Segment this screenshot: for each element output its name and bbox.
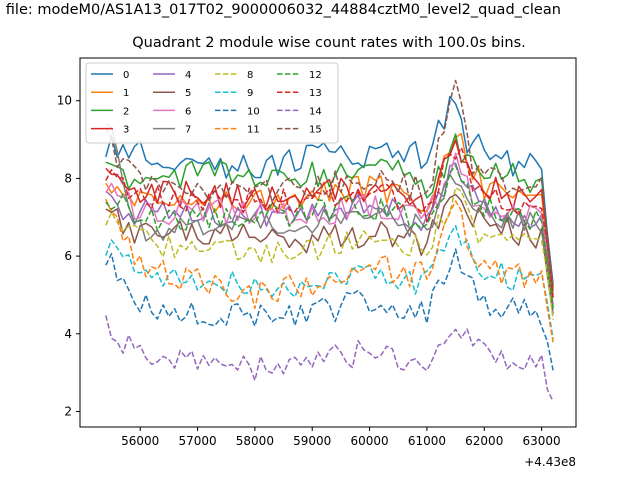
series-line-6	[105, 152, 554, 305]
y-tick-label: 4	[64, 327, 72, 341]
y-tick-label: 10	[57, 94, 72, 108]
y-tick-label: 8	[64, 171, 72, 185]
legend-label-1: 1	[123, 88, 129, 99]
legend-box	[85, 62, 339, 144]
y-tick-label: 2	[64, 404, 72, 418]
legend-label-4: 4	[185, 70, 191, 81]
legend-label-14: 14	[309, 106, 322, 117]
legend-label-6: 6	[185, 106, 191, 117]
series-layer	[105, 79, 554, 402]
chart-title: Quadrant 2 module wise count rates with …	[132, 35, 526, 51]
series-line-12	[105, 164, 554, 309]
x-tick-label: 59000	[293, 434, 331, 448]
legend-label-15: 15	[309, 125, 322, 136]
x-tick-label: 58000	[236, 434, 274, 448]
series-line-14	[105, 315, 554, 402]
legend-label-11: 11	[247, 125, 260, 136]
x-tick-label: 61000	[408, 434, 446, 448]
x-tick-label: 57000	[178, 434, 216, 448]
plot-area-frame	[79, 57, 577, 428]
x-tick-label: 60000	[350, 434, 388, 448]
series-line-11	[105, 198, 554, 343]
series-line-10	[105, 248, 554, 371]
series-line-15	[105, 79, 554, 287]
x-tick-label: 62000	[465, 434, 503, 448]
x-offset-label: +4.43e8	[524, 455, 576, 469]
legend-label-8: 8	[247, 70, 253, 81]
legend-label-2: 2	[123, 106, 129, 117]
series-line-9	[105, 224, 554, 340]
axes-layer: 56000 57000 58000 59000 60000 61000 62000 63000…	[57, 94, 561, 448]
legend-label-3: 3	[123, 125, 129, 136]
legend-label-0: 0	[123, 70, 129, 81]
legend-label-12: 12	[309, 70, 322, 81]
x-tick-label: 56000	[121, 434, 159, 448]
figure-suptitle: n file: modeM0/AS1A13_017T02_9000006032_…	[0, 2, 561, 18]
x-tick-label: 63000	[523, 434, 561, 448]
legend-label-9: 9	[247, 88, 253, 99]
legend-label-7: 7	[185, 125, 191, 136]
legend-label-5: 5	[185, 88, 191, 99]
series-line-8	[105, 187, 554, 320]
series-line-13	[105, 146, 554, 299]
legend-label-13: 13	[309, 88, 322, 99]
series-line-0	[105, 95, 554, 285]
legend-label-10: 10	[247, 106, 260, 117]
y-tick-label: 6	[64, 249, 72, 263]
